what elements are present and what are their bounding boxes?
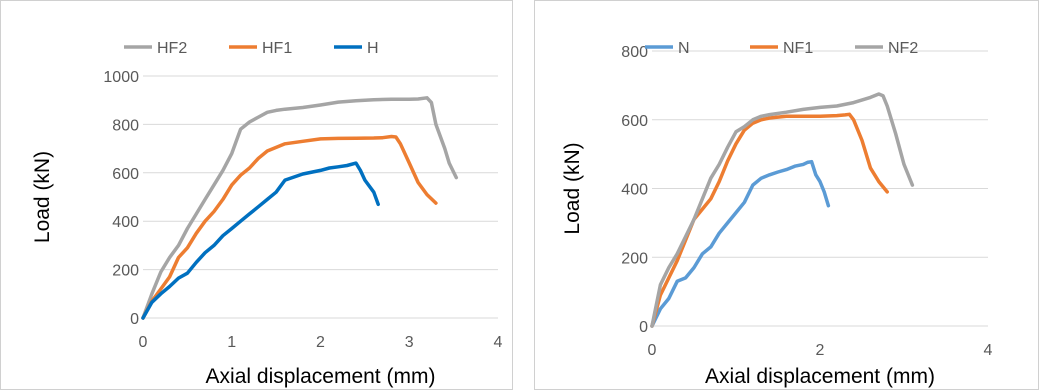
- x-tick-label: 1: [227, 334, 236, 351]
- x-tick-label: 0: [648, 342, 657, 359]
- y-tick-label: 600: [112, 166, 139, 183]
- x-tick-label: 2: [316, 334, 325, 351]
- chart-right-svg: 0 200 400 600 800 0 2 4 Axial displacement (mm) L…: [561, 40, 993, 388]
- y-tick-label: 200: [112, 263, 139, 280]
- y-tick-label: 600: [621, 113, 648, 130]
- legend-label-n: N: [678, 40, 690, 57]
- x-axis-title: Axial displacement (mm): [206, 365, 436, 388]
- y-axis-title: Load (kN): [561, 142, 584, 234]
- x-tick-label: 0: [139, 334, 148, 351]
- chart-panel-left: 0 200 400 600 800 1000 0 1 2 3 4 Axial displacement…: [0, 0, 513, 390]
- legend-label-nf2: NF2: [888, 40, 918, 57]
- y-tick-label: 200: [621, 250, 648, 267]
- y-tick-label: 0: [639, 319, 648, 336]
- x-tick-label: 3: [405, 334, 414, 351]
- y-tick-label: 400: [112, 214, 139, 231]
- series-line-h: [141, 161, 380, 320]
- series-line-hf2: [141, 96, 459, 320]
- series-line-nf1: [650, 112, 889, 328]
- series-line-nf2: [650, 92, 915, 328]
- legend-label-hf2: HF2: [157, 40, 187, 57]
- x-tick-label: 2: [816, 342, 825, 359]
- y-axis-title: Load (kN): [31, 151, 54, 243]
- legend-label-nf1: NF1: [783, 40, 813, 57]
- y-tick-label: 0: [130, 311, 139, 328]
- series-line-hf1: [141, 134, 438, 320]
- series-line-n: [650, 159, 831, 328]
- y-tick-label: 400: [621, 182, 648, 199]
- legend-label-h: H: [367, 40, 379, 57]
- x-tick-label: 4: [494, 334, 503, 351]
- legend-label-hf1: HF1: [262, 40, 292, 57]
- chart-panel-right: 0 200 400 600 800 0 2 4 Axial displacement (mm) L…: [534, 0, 1039, 390]
- chart-left-svg: 0 200 400 600 800 1000 0 1 2 3 4 Axial displacement…: [31, 40, 503, 388]
- y-tick-label: 800: [112, 117, 139, 134]
- y-tick-label: 800: [621, 44, 648, 61]
- y-tick-label: 1000: [103, 69, 139, 86]
- x-tick-label: 4: [984, 342, 993, 359]
- x-axis-title: Axial displacement (mm): [705, 365, 935, 388]
